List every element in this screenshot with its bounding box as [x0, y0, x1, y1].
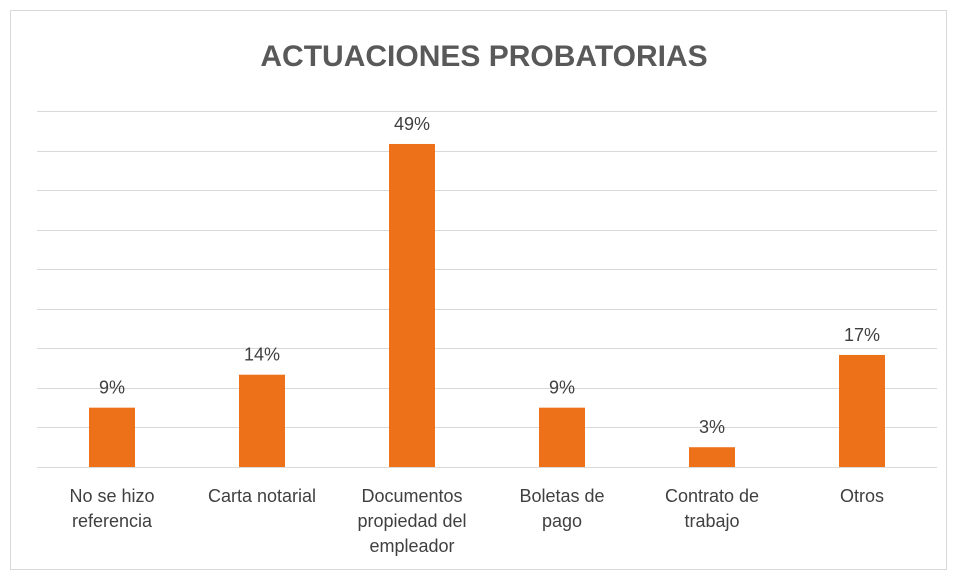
data-label: 3% — [699, 417, 725, 437]
chart-title: ACTUACIONES PROBATORIAS — [260, 40, 707, 73]
bar — [89, 407, 135, 467]
x-tick-label: Contrato de trabajo — [664, 486, 760, 531]
x-tick-label: No se hizo referencia — [69, 486, 155, 531]
x-tick-label: Documentos propiedad del empleador — [357, 486, 467, 556]
x-tick-label: Otros — [839, 486, 884, 506]
data-label: 49% — [394, 114, 430, 134]
bar — [239, 374, 285, 467]
data-label: 14% — [244, 345, 280, 365]
data-label: 9% — [549, 378, 575, 398]
data-label: 9% — [99, 378, 125, 398]
bar — [839, 354, 885, 467]
x-tick-label: Boletas de pago — [519, 486, 605, 531]
chart-border — [10, 10, 947, 570]
x-tick-label: Carta notarial — [207, 486, 317, 506]
bar — [539, 407, 585, 467]
data-label: 17% — [844, 325, 880, 345]
bar — [389, 143, 435, 468]
bar — [689, 447, 735, 467]
